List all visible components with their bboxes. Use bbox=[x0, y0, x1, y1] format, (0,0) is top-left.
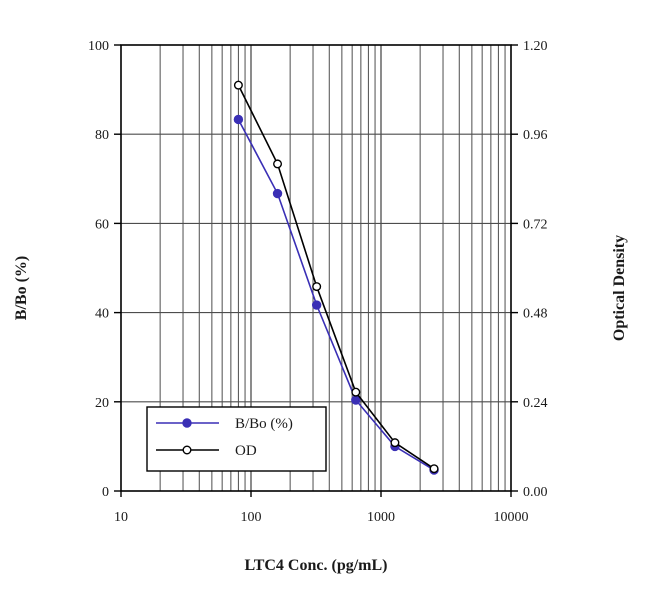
y-tick-label: 80 bbox=[95, 128, 109, 143]
y-tick-label: 60 bbox=[95, 217, 109, 232]
legend-label: OD bbox=[235, 443, 257, 459]
data-point bbox=[429, 464, 439, 474]
y2-axis-title: Optical Density bbox=[611, 235, 628, 341]
y2-tick-label: 0.96 bbox=[523, 128, 548, 143]
y2-tick-label: 0.48 bbox=[523, 307, 548, 322]
data-point bbox=[311, 300, 322, 310]
y-tick-label: 20 bbox=[95, 396, 109, 411]
y-tick-label: 40 bbox=[95, 307, 109, 322]
data-point bbox=[351, 387, 361, 397]
axis-ticks bbox=[114, 44, 518, 497]
series-layer bbox=[233, 80, 439, 475]
data-point bbox=[272, 188, 283, 199]
y2-tick-label: 1.20 bbox=[523, 39, 548, 54]
legend-box bbox=[146, 406, 327, 472]
data-point bbox=[273, 159, 283, 169]
data-point bbox=[390, 438, 400, 448]
data-point bbox=[233, 80, 243, 90]
tick-labels: 0 20 40 60 80 100 0.00 0.24 0.48 0.72 0.96 1.20 10 10… bbox=[88, 39, 548, 525]
y-tick-label: 0 bbox=[102, 485, 109, 500]
x-tick-label: 10000 bbox=[494, 510, 529, 525]
legend-label: B/Bo (%) bbox=[235, 416, 293, 432]
x-tick-label: 10 bbox=[114, 510, 128, 525]
data-point bbox=[233, 114, 244, 125]
x-tick-label: 1000 bbox=[367, 510, 395, 525]
y-tick-label: 100 bbox=[88, 39, 109, 54]
y-axis-title: B/Bo (%) bbox=[13, 256, 30, 320]
grid bbox=[121, 45, 511, 491]
y2-tick-label: 0.72 bbox=[523, 217, 548, 232]
x-tick-label: 100 bbox=[241, 510, 262, 525]
legend-marker bbox=[182, 418, 192, 428]
y2-tick-label: 0.00 bbox=[523, 485, 548, 500]
series-line-2 bbox=[237, 84, 435, 470]
plot-frame bbox=[120, 44, 512, 492]
x-axis-title: LTC4 Conc. (pg/mL) bbox=[245, 557, 388, 574]
series-line-1 bbox=[237, 119, 435, 471]
legend-entries: B/Bo (%) OD bbox=[156, 416, 293, 459]
data-point bbox=[312, 282, 322, 292]
y2-tick-label: 0.24 bbox=[523, 396, 548, 411]
legend: B/Bo (%) OD bbox=[146, 406, 327, 472]
legend-marker bbox=[182, 445, 192, 455]
